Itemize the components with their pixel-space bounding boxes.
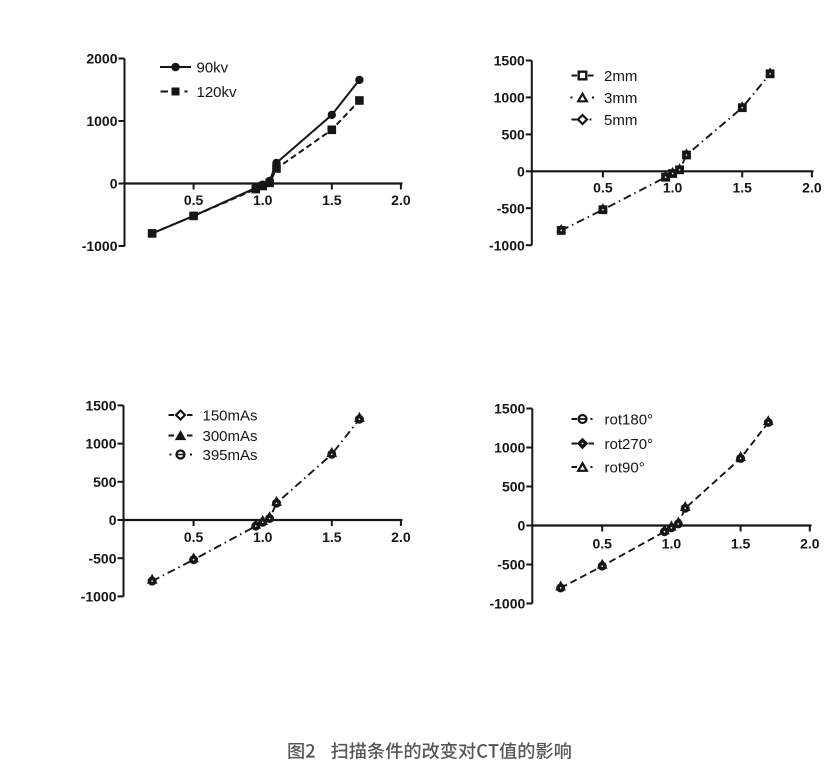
svg-text:2.0: 2.0 <box>800 536 820 552</box>
svg-text:0: 0 <box>109 512 117 528</box>
svg-text:150mAs: 150mAs <box>203 407 258 424</box>
svg-text:500: 500 <box>501 127 525 143</box>
svg-text:-1000: -1000 <box>81 589 117 605</box>
svg-text:0.5: 0.5 <box>592 536 612 552</box>
svg-text:-1000: -1000 <box>489 237 525 253</box>
svg-text:2.0: 2.0 <box>391 192 411 208</box>
svg-text:0.5: 0.5 <box>593 180 613 196</box>
svg-text:0.5: 0.5 <box>184 192 204 208</box>
svg-text:5mm: 5mm <box>604 112 637 129</box>
svg-text:1.0: 1.0 <box>253 192 273 208</box>
svg-text:500: 500 <box>502 479 526 495</box>
svg-text:0: 0 <box>518 518 526 534</box>
svg-text:1.5: 1.5 <box>322 192 342 208</box>
svg-text:1000: 1000 <box>86 113 117 129</box>
svg-text:500: 500 <box>93 474 117 490</box>
svg-text:1.5: 1.5 <box>732 180 752 196</box>
svg-text:0: 0 <box>110 176 118 192</box>
svg-text:rot90°: rot90° <box>605 459 645 476</box>
svg-text:2000: 2000 <box>86 51 117 67</box>
svg-text:395mAs: 395mAs <box>203 447 258 464</box>
svg-text:rot180°: rot180° <box>605 411 654 428</box>
svg-text:rot270°: rot270° <box>605 436 654 453</box>
svg-text:1000: 1000 <box>494 440 525 456</box>
svg-text:1000: 1000 <box>85 436 116 452</box>
svg-text:3mm: 3mm <box>604 90 637 107</box>
svg-text:-500: -500 <box>497 200 525 216</box>
svg-text:1500: 1500 <box>85 398 116 414</box>
svg-text:2.0: 2.0 <box>391 529 411 545</box>
svg-text:300mAs: 300mAs <box>203 428 258 445</box>
svg-text:1.0: 1.0 <box>663 180 683 196</box>
svg-text:90kv: 90kv <box>197 59 229 76</box>
svg-text:1500: 1500 <box>494 53 525 69</box>
svg-text:-1000: -1000 <box>489 596 525 612</box>
svg-text:2mm: 2mm <box>604 68 637 85</box>
svg-text:2.0: 2.0 <box>802 180 822 196</box>
svg-text:120kv: 120kv <box>197 84 238 101</box>
svg-text:1500: 1500 <box>494 401 525 417</box>
svg-text:0: 0 <box>517 163 525 179</box>
svg-text:-500: -500 <box>88 550 116 566</box>
svg-text:-1000: -1000 <box>82 238 118 254</box>
svg-text:-500: -500 <box>497 557 525 573</box>
svg-text:1.5: 1.5 <box>731 536 751 552</box>
svg-text:1.0: 1.0 <box>253 529 273 545</box>
svg-text:1.0: 1.0 <box>662 536 682 552</box>
svg-text:0.5: 0.5 <box>184 529 204 545</box>
svg-text:1.5: 1.5 <box>322 529 342 545</box>
svg-text:1000: 1000 <box>494 90 525 106</box>
